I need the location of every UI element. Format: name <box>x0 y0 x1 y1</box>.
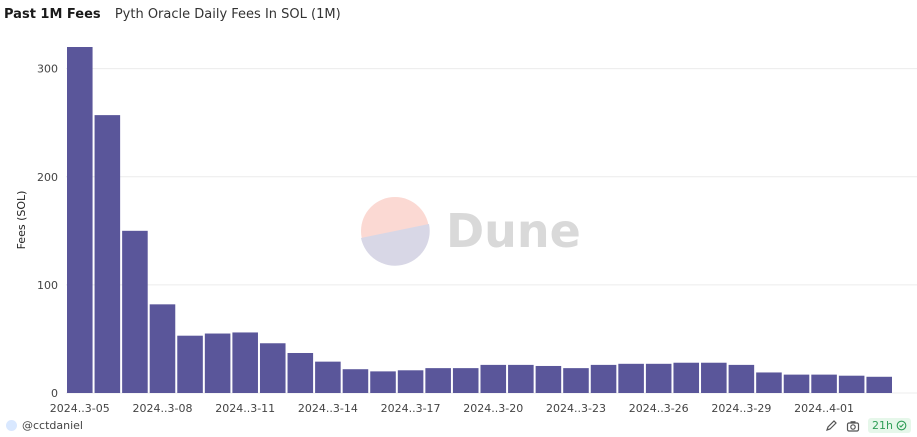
edit-icon[interactable] <box>824 419 838 433</box>
bar-2024..3-28[interactable] <box>701 362 727 393</box>
x-tick-label: 2024..3-11 <box>215 402 275 415</box>
camera-icon[interactable] <box>846 419 860 433</box>
bar-2024..3-21[interactable] <box>508 364 534 393</box>
x-axis-ticks: 2024..3-05 2024..3-08 2024..3-11 2024..3-14… <box>50 402 854 415</box>
x-tick-label: 2024..3-23 <box>546 402 606 415</box>
refresh-badge[interactable]: 21h <box>868 418 911 433</box>
bars <box>67 47 892 394</box>
bar-2024..4-02[interactable] <box>838 375 865 393</box>
y-axis-label: Fees (SOL) <box>15 191 28 250</box>
bar-2024..3-12[interactable] <box>259 343 286 393</box>
owner[interactable]: @cctdaniel <box>6 419 83 432</box>
y-tick-label: 100 <box>37 279 58 292</box>
bar-2024..4-03[interactable] <box>866 376 892 393</box>
check-circle-icon <box>896 420 907 431</box>
bar-2024..3-11[interactable] <box>232 332 258 393</box>
dune-logo-bottom <box>361 224 430 266</box>
y-tick-label: 0 <box>51 387 58 400</box>
bar-2024..3-13[interactable] <box>287 352 314 393</box>
y-tick-label: 200 <box>37 171 58 184</box>
bar-2024..3-17[interactable] <box>397 370 424 393</box>
bar-2024..3-22[interactable] <box>535 365 562 393</box>
bar-2024..3-05[interactable] <box>67 47 93 393</box>
bar-2024..3-25[interactable] <box>618 363 644 393</box>
bar-2024..3-29[interactable] <box>728 364 755 393</box>
bar-2024..3-30[interactable] <box>756 372 782 393</box>
x-tick-label: 2024..4-01 <box>794 402 854 415</box>
bar-2024..3-07[interactable] <box>122 230 148 393</box>
bar-2024..3-20[interactable] <box>480 364 507 393</box>
bar-2024..3-26[interactable] <box>645 363 672 393</box>
bar-2024..3-19[interactable] <box>452 368 479 393</box>
x-tick-label: 2024..3-08 <box>133 402 193 415</box>
bar-2024..4-01[interactable] <box>811 374 837 393</box>
refresh-age: 21h <box>872 419 893 432</box>
footer-actions: 21h <box>824 418 911 433</box>
x-tick-label: 2024..3-20 <box>463 402 523 415</box>
bar-2024..3-24[interactable] <box>590 364 617 393</box>
bar-2024..3-09[interactable] <box>177 335 203 393</box>
y-axis-ticks: 0 100 200 300 <box>37 63 58 400</box>
bar-2024..3-10[interactable] <box>204 333 231 393</box>
bar-2024..3-06[interactable] <box>94 115 121 394</box>
bar-2024..3-15[interactable] <box>342 369 369 393</box>
dune-watermark: Dune <box>361 197 581 266</box>
bar-2024..3-08[interactable] <box>149 304 176 393</box>
x-tick-label: 2024..3-26 <box>629 402 689 415</box>
query-name[interactable]: Past 1M Fees <box>4 7 101 22</box>
x-tick-label: 2024..3-17 <box>381 402 441 415</box>
x-tick-label: 2024..3-14 <box>298 402 358 415</box>
bar-2024..3-23[interactable] <box>563 368 589 393</box>
bar-2024..3-31[interactable] <box>783 374 810 393</box>
owner-handle: @cctdaniel <box>22 419 83 432</box>
x-tick-label: 2024..3-29 <box>711 402 771 415</box>
chart-header: Past 1M Fees Pyth Oracle Daily Fees In S… <box>4 7 341 22</box>
y-tick-label: 300 <box>37 63 58 76</box>
chart-title: Pyth Oracle Daily Fees In SOL (1M) <box>114 7 341 22</box>
chart-footer: @cctdaniel 21h <box>0 417 917 437</box>
avatar <box>6 420 17 431</box>
bar-2024..3-14[interactable] <box>315 361 341 393</box>
bar-2024..3-16[interactable] <box>370 371 396 393</box>
bar-2024..3-18[interactable] <box>425 368 451 393</box>
bar-2024..3-27[interactable] <box>673 362 700 393</box>
dune-wordmark: Dune <box>446 204 581 258</box>
x-tick-label: 2024..3-05 <box>50 402 110 415</box>
